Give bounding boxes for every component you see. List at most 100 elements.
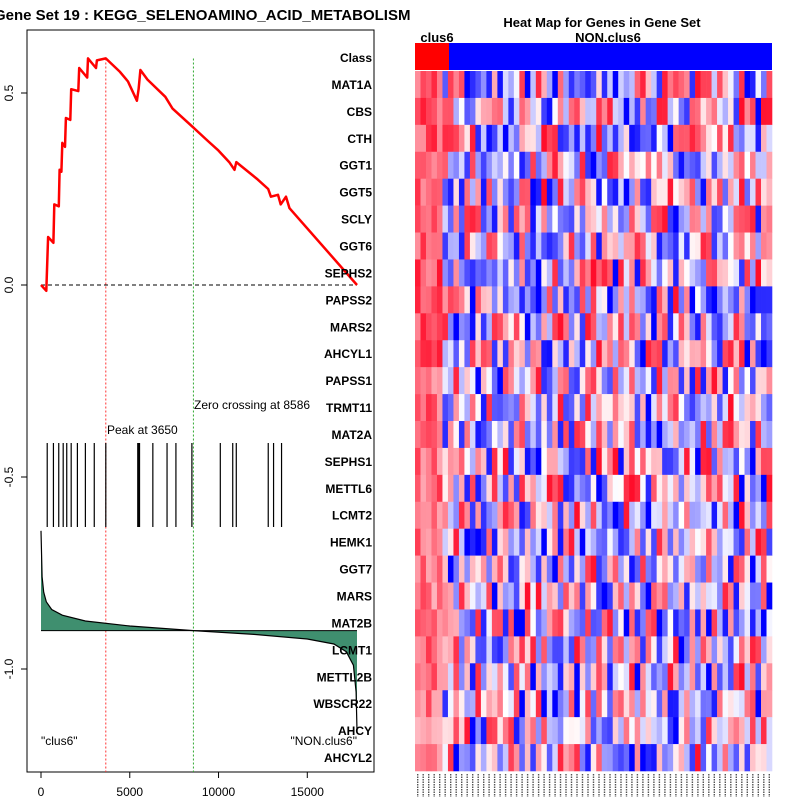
heatmap-cell [766, 367, 773, 395]
heatmap-cell [645, 474, 652, 503]
heatmap-cell [596, 151, 603, 179]
heatmap-cell [469, 582, 476, 610]
heatmap-cell [585, 582, 592, 610]
heatmap-cell [662, 690, 668, 718]
heatmap-cell [766, 636, 773, 664]
heatmap-cell [673, 717, 679, 745]
heatmap-cell [453, 394, 460, 422]
heatmap-cell [750, 501, 756, 529]
heatmap-cell [640, 151, 646, 179]
peak-annotation: Peak at 3650 [107, 423, 178, 437]
heatmap-cell [750, 313, 756, 341]
heatmap-cell [684, 555, 690, 583]
heatmap-cell [436, 474, 443, 503]
heatmap-cell [673, 367, 679, 395]
heatmap-cell [524, 205, 531, 233]
heatmap-cell [585, 151, 592, 179]
heatmap-cell [678, 340, 685, 368]
heatmap-cell [436, 205, 443, 233]
heatmap-cell [442, 367, 449, 395]
heatmap-cell [415, 313, 421, 341]
heatmap-cell [436, 367, 443, 395]
heatmap-cell [651, 232, 657, 260]
heatmap-cell [519, 124, 526, 153]
heatmap-cell [475, 421, 482, 449]
heatmap-cell [596, 555, 603, 583]
heatmap-cell [415, 151, 421, 179]
heatmap-cell [513, 582, 520, 610]
heatmap-cell [618, 528, 625, 556]
heatmap-cell [447, 421, 454, 449]
heatmap-cell [425, 555, 432, 583]
heatmap-cell [475, 205, 482, 233]
heatmap-cell [579, 340, 586, 368]
heatmap-cell [755, 501, 762, 529]
heatmap-cell [700, 474, 707, 503]
heatmap-cell [519, 636, 526, 664]
heatmap-cell [717, 528, 723, 556]
heatmap-cell [733, 609, 740, 637]
heatmap-cell [717, 205, 723, 233]
heatmap-cell [475, 151, 482, 179]
heatmap-cell [717, 447, 723, 476]
heatmap-cell [508, 421, 515, 449]
heatmap-cell [590, 474, 597, 503]
heatmap-cell [607, 71, 614, 99]
heatmap-cell [744, 71, 751, 99]
heatmap-cell [480, 313, 487, 341]
heatmap-cell [552, 286, 559, 314]
heatmap-cell [590, 124, 597, 153]
heatmap-cell [475, 690, 482, 718]
heatmap-cell [645, 97, 652, 126]
heatmap-cell [667, 124, 674, 153]
heatmap-cell [623, 663, 630, 691]
heatmap-cell [563, 663, 570, 691]
heatmap-cell [524, 71, 531, 99]
heatmap-cell [761, 259, 767, 287]
heatmap-cell [656, 259, 663, 287]
heatmap-cell [541, 421, 548, 449]
heatmap-cell [464, 286, 471, 314]
heatmap-cell [546, 286, 553, 314]
heatmap-cell [695, 340, 701, 368]
heatmap-cell [425, 609, 432, 637]
heatmap-cell [733, 690, 740, 718]
heatmap-cell [662, 421, 668, 449]
heatmap-cell [766, 205, 773, 233]
heatmap-cell [425, 313, 432, 341]
heatmap-cell [706, 447, 712, 476]
heatmap-cell [645, 501, 652, 529]
heatmap-cell [684, 474, 690, 503]
heatmap-cell [563, 501, 570, 529]
heatmap-cell [469, 232, 476, 260]
heatmap-cell [695, 394, 701, 422]
heatmap-cell [469, 313, 476, 341]
heatmap-cell [612, 663, 619, 691]
heatmap-cell [651, 582, 657, 610]
heatmap-cell [766, 97, 773, 126]
class-bar-clus6 [415, 43, 449, 70]
heatmap-cell [662, 582, 668, 610]
heatmap-cell [601, 151, 608, 179]
heatmap-cell [750, 447, 756, 476]
heatmap-cell [557, 97, 564, 126]
heatmap-cell [442, 313, 449, 341]
heatmap-cell [513, 232, 520, 260]
heatmap-cell [436, 582, 443, 610]
heatmap-cell [415, 340, 421, 368]
gene-label: AHCY [338, 724, 372, 738]
heatmap-cell [651, 421, 657, 449]
heatmap-cell [480, 367, 487, 395]
heatmap-cell [475, 744, 482, 772]
heatmap-cell [750, 717, 756, 745]
heatmap-cell [436, 313, 443, 341]
heatmap-cell [640, 286, 646, 314]
heatmap-cell [464, 717, 471, 745]
gene-label: METTL2B [317, 670, 373, 684]
heatmap-cell [447, 205, 454, 233]
heatmap-cell [552, 474, 559, 503]
heatmap-cell [728, 636, 734, 664]
heatmap-cell [431, 178, 438, 206]
heatmap-cell [656, 582, 663, 610]
heatmap-cell [475, 178, 482, 206]
